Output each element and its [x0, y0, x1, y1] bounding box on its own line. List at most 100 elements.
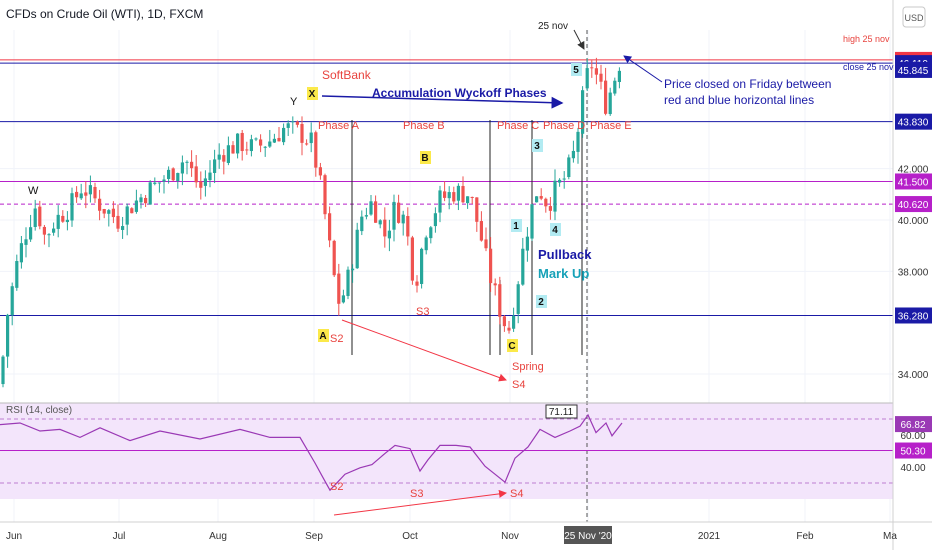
grid	[0, 30, 893, 522]
candle-body	[571, 150, 575, 159]
candle	[489, 237, 493, 292]
candle	[507, 321, 511, 334]
candle	[33, 199, 37, 231]
candle	[521, 237, 525, 286]
candle	[424, 235, 428, 255]
candle	[199, 171, 203, 200]
candle-body	[199, 181, 203, 188]
rsi-marker-text: 71.11	[549, 407, 574, 418]
candle-body	[369, 201, 373, 215]
rsi-value-text: 66.82	[900, 420, 925, 431]
candle	[581, 86, 585, 138]
point-label-text: 1	[513, 221, 519, 232]
candle-body	[52, 228, 56, 233]
candle-body	[180, 162, 184, 174]
candle-body	[102, 209, 106, 214]
candle-body	[337, 273, 341, 304]
candle-body	[443, 191, 447, 198]
price-note-line2: red and blue horizontal lines	[664, 93, 814, 107]
candle	[433, 207, 437, 233]
candle	[213, 149, 217, 184]
candle	[397, 194, 401, 224]
candle-body	[208, 172, 212, 181]
candle	[116, 204, 120, 233]
candle-body	[424, 237, 428, 251]
price-note-line1: Price closed on Friday between	[664, 77, 831, 91]
candle	[98, 189, 102, 221]
candle-body	[470, 196, 474, 198]
point-label-bg	[511, 219, 522, 232]
candle-body	[328, 213, 332, 241]
candle-body	[516, 284, 520, 314]
candle	[61, 210, 65, 223]
price-tag-text: 41.500	[898, 177, 929, 188]
candle	[56, 205, 60, 238]
candle	[217, 143, 221, 169]
candle-body	[466, 196, 470, 204]
candle-body	[38, 206, 42, 227]
candle-body	[318, 167, 322, 176]
candle-body	[10, 286, 14, 316]
candle	[314, 130, 318, 177]
candle	[162, 175, 166, 194]
candle	[268, 129, 272, 148]
candle-body	[107, 210, 111, 214]
time-tick: 2021	[698, 531, 721, 542]
candle	[185, 160, 189, 175]
phase-label: Phase A	[318, 120, 360, 132]
candle-body	[42, 226, 46, 235]
candle	[42, 224, 46, 245]
point-S3: S3	[416, 306, 429, 318]
point-label-A: A	[318, 329, 329, 342]
candle-body	[56, 214, 60, 229]
candle	[236, 133, 240, 159]
candle-body	[475, 197, 479, 222]
candle-body	[6, 314, 10, 357]
candle-body	[548, 206, 552, 211]
candle-body	[521, 248, 525, 285]
candle-body	[259, 139, 263, 146]
candle-body	[79, 193, 83, 199]
candle	[79, 183, 83, 200]
candle-body	[176, 173, 180, 182]
candle	[52, 222, 56, 236]
candle	[608, 87, 612, 116]
candle-body	[254, 138, 258, 140]
candle-body	[194, 166, 198, 183]
candle	[328, 206, 332, 248]
candle-body	[226, 145, 230, 163]
candle	[19, 235, 23, 269]
candle	[337, 263, 341, 316]
candle-body	[249, 139, 253, 152]
candle	[231, 141, 235, 154]
price-tag-43.830: 43.830	[895, 113, 932, 130]
candle	[415, 275, 419, 293]
point-label-text: 5	[573, 65, 579, 76]
candle-body	[374, 201, 378, 223]
candle-body	[599, 73, 603, 82]
candle-body	[323, 175, 327, 215]
candle-body	[268, 141, 272, 147]
candle	[498, 276, 502, 325]
candle-body	[433, 213, 437, 227]
candle	[208, 160, 212, 188]
candle-body	[153, 182, 157, 184]
candle-body	[378, 220, 382, 225]
candle-body	[277, 137, 281, 142]
candle	[553, 169, 557, 221]
rsi-marker-bg	[545, 404, 578, 419]
currency-button[interactable]	[902, 6, 926, 28]
candle-body	[291, 121, 295, 123]
candle	[466, 196, 470, 209]
candle	[502, 315, 506, 332]
date-arrow	[573, 29, 585, 50]
candle	[148, 180, 152, 205]
candle-body	[240, 132, 244, 152]
candle-body	[130, 208, 134, 214]
candle-body	[1, 356, 5, 385]
candle-body	[24, 239, 28, 245]
candle	[420, 247, 424, 289]
candle-body	[213, 159, 217, 174]
